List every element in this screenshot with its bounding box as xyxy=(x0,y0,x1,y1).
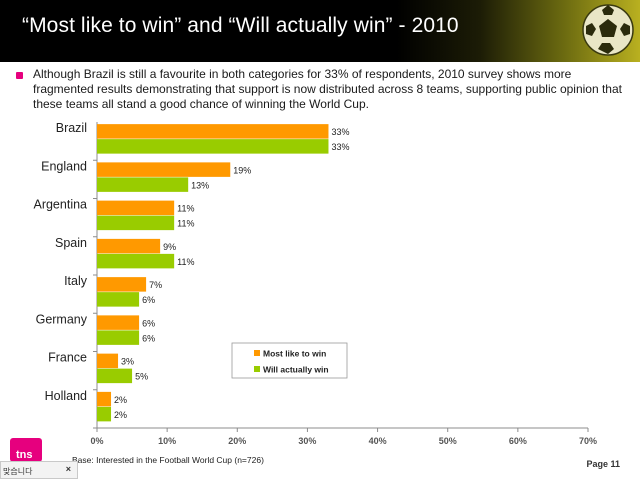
data-label: 11% xyxy=(177,257,194,267)
bar-will-win xyxy=(97,139,329,154)
bar-chart: 0% 10% 20% 30% 40% 50% 60% 70% Brazil 33% 33% Engla… xyxy=(33,121,597,446)
x-tick-label: 70% xyxy=(579,436,597,446)
category-label: Germany xyxy=(36,312,88,326)
notification-popup: 맞습니다 × xyxy=(0,461,78,479)
popup-label: 맞습니다 xyxy=(3,467,33,476)
close-icon[interactable]: × xyxy=(65,464,71,474)
data-label: 33% xyxy=(331,142,349,152)
x-tick-label: 30% xyxy=(298,436,316,446)
category-label: Argentina xyxy=(33,198,87,212)
data-label: 2% xyxy=(114,395,127,405)
bar-most-like xyxy=(97,238,161,254)
data-label: 5% xyxy=(135,372,148,382)
bullet-marker xyxy=(16,72,23,79)
legend-swatch xyxy=(254,350,260,356)
tns-logo: tns xyxy=(10,438,42,462)
category-label: Italy xyxy=(64,274,88,288)
bar-will-win xyxy=(97,253,175,269)
x-tick-label: 20% xyxy=(228,436,246,446)
category-label: Spain xyxy=(55,236,87,250)
bar-most-like xyxy=(97,162,231,177)
category-label: England xyxy=(41,159,87,173)
data-label: 6% xyxy=(142,318,155,328)
x-tick-label: 50% xyxy=(439,436,457,446)
x-tick-label: 60% xyxy=(509,436,527,446)
bar-will-win xyxy=(97,292,140,307)
logo-text: tns xyxy=(16,449,33,461)
data-label: 11% xyxy=(177,204,194,214)
category-label: Brazil xyxy=(56,121,87,135)
x-tick-label: 10% xyxy=(158,436,176,446)
data-label: 3% xyxy=(121,357,134,367)
bar-will-win xyxy=(97,368,133,384)
data-label: 9% xyxy=(163,242,176,252)
bar-will-win xyxy=(97,406,112,422)
legend-box xyxy=(231,342,348,379)
bar-most-like xyxy=(97,124,329,139)
bar-will-win xyxy=(97,177,189,192)
x-tick-label: 40% xyxy=(369,436,387,446)
data-label: 2% xyxy=(114,410,127,420)
category-label: France xyxy=(48,351,87,365)
data-label: 33% xyxy=(331,127,349,137)
data-label: 11% xyxy=(177,219,194,229)
slide-title: “Most like to win” and “Will actually wi… xyxy=(22,14,459,37)
bar-most-like xyxy=(97,391,112,407)
summary-text: Although Brazil is still a favourite in … xyxy=(33,67,622,111)
page-number: Page 11 xyxy=(586,459,620,469)
bar-will-win xyxy=(97,330,140,345)
data-label: 6% xyxy=(142,295,155,305)
bar-most-like xyxy=(97,315,140,330)
slide-header: “Most like to win” and “Will actually wi… xyxy=(0,0,640,62)
x-tick-label: 0% xyxy=(90,436,103,446)
data-label: 19% xyxy=(233,165,251,175)
bar-most-like xyxy=(97,353,119,369)
legend-entry: Will actually win xyxy=(263,365,329,375)
footnote: Base: Interested in the Football World C… xyxy=(72,455,264,465)
bar-will-win xyxy=(97,215,175,231)
bar-most-like xyxy=(97,200,175,216)
legend-entry: Most like to win xyxy=(263,349,326,359)
football-icon xyxy=(582,4,634,56)
data-label: 7% xyxy=(149,280,162,290)
category-label: Holland xyxy=(45,389,87,403)
bar-most-like xyxy=(97,277,147,292)
data-label: 6% xyxy=(142,333,155,343)
legend-swatch xyxy=(254,366,260,372)
data-label: 13% xyxy=(191,180,209,190)
